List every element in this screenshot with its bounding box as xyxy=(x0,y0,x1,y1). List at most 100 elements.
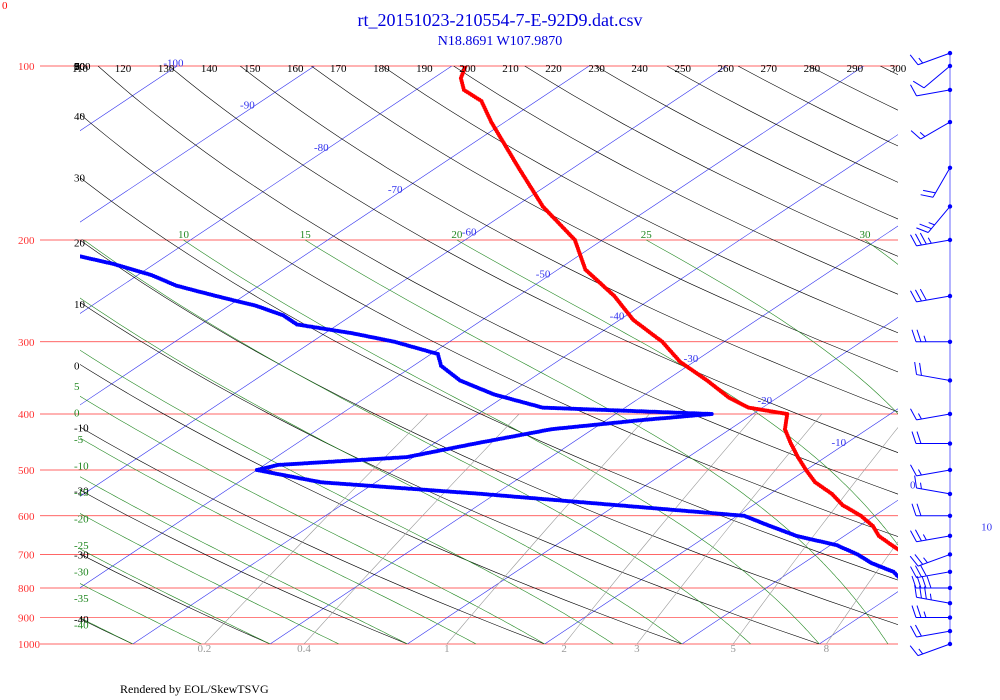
wind-barb-feather xyxy=(910,408,917,421)
temperature-point xyxy=(448,60,452,64)
isotherm-line xyxy=(132,134,898,644)
wind-barb xyxy=(920,165,953,198)
wind-barb-staff xyxy=(916,413,951,421)
wind-barb xyxy=(909,641,953,657)
wind-barb-staff xyxy=(916,630,951,638)
wind-barb-feather xyxy=(909,645,919,656)
temperature-point xyxy=(957,590,961,594)
moist-adiabat-line xyxy=(80,513,339,644)
wind-barb-feather xyxy=(919,232,927,245)
wind-barb-feather xyxy=(919,223,932,230)
temperature-point xyxy=(981,606,985,610)
dewpoint-point xyxy=(942,605,946,609)
isotherm-line xyxy=(80,66,864,589)
temperature-point xyxy=(944,583,948,587)
wind-barb-feather xyxy=(910,566,917,578)
moist-adiabat-line xyxy=(305,239,889,644)
moist-adiabat-line xyxy=(80,548,271,644)
wind-barb-feather xyxy=(914,361,918,375)
dewpoint-point xyxy=(973,623,977,627)
dry-adiabat-left-label: 10 xyxy=(74,299,86,311)
dry-adiabat-left-label: 70 xyxy=(74,61,86,73)
dewpoint-point xyxy=(929,592,933,596)
dewpoint-point xyxy=(958,614,962,618)
dry-adiabat-left-label: -30 xyxy=(74,549,89,561)
temperature-point xyxy=(459,66,463,67)
dewpoint-point xyxy=(43,247,47,251)
mixing-ratio-line xyxy=(826,541,898,644)
wind-barb-staff xyxy=(916,89,951,97)
wind-barb-feather xyxy=(921,575,927,589)
dewpoint-point xyxy=(932,596,936,600)
sounding-profiles xyxy=(43,54,994,631)
temperature-point xyxy=(973,600,977,604)
wind-barb xyxy=(910,564,953,579)
dry-adiabat-line xyxy=(240,66,898,413)
temperature-point xyxy=(940,581,944,585)
temperature-point xyxy=(967,595,971,599)
wind-barb-feather xyxy=(914,584,918,598)
temperature-point xyxy=(899,549,903,553)
dry-adiabat-line xyxy=(80,239,898,625)
moist-adiabat-left-label: 0 xyxy=(74,408,80,420)
wind-barb-feather xyxy=(910,130,921,140)
temperature-point xyxy=(435,57,439,61)
dry-adiabat-line xyxy=(168,66,898,453)
wind-barb xyxy=(909,552,953,567)
dry-adiabat-top-label: 300 xyxy=(890,63,907,75)
wind-barb-half-feather xyxy=(917,413,922,420)
wind-barb-staff xyxy=(927,206,951,233)
wind-barb-staff xyxy=(917,553,951,567)
moist-adiabat-line xyxy=(80,395,545,644)
wind-barb-feather xyxy=(919,288,927,301)
dry-adiabat-left-label: 50 xyxy=(74,61,86,73)
moist-adiabat-label: 10 xyxy=(178,229,190,241)
dry-adiabat-left-label: 0 xyxy=(74,361,80,373)
dewpoint-point xyxy=(981,625,985,629)
wind-barb-feather xyxy=(916,605,922,618)
dewpoint-point xyxy=(906,580,910,584)
isotherm-label: 0 xyxy=(910,479,916,491)
moist-adiabat-left-label: -30 xyxy=(74,567,89,579)
wind-barb-feather xyxy=(910,290,917,303)
isotherm-line xyxy=(269,225,898,644)
wind-barb-feather xyxy=(919,564,927,577)
temperature-point xyxy=(989,610,993,614)
temperature-point xyxy=(450,61,454,65)
moist-adiabat-left-label: -15 xyxy=(74,487,89,499)
dewpoint-point xyxy=(80,254,82,258)
dry-adiabat-line xyxy=(311,66,898,373)
dewpoint-point xyxy=(990,627,994,631)
temperature-point xyxy=(426,54,430,58)
dewpoint-point xyxy=(910,582,914,586)
dry-adiabat-top-label: 280 xyxy=(804,63,821,75)
dewpoint-point xyxy=(955,612,959,616)
isotherm-line xyxy=(80,66,315,223)
wind-barb-feather xyxy=(914,624,922,637)
wind-barb-staff xyxy=(916,374,951,381)
wind-barb-feather xyxy=(923,189,936,194)
moist-adiabat-line xyxy=(80,297,683,644)
mixing-ratio-line xyxy=(303,413,520,644)
dry-adiabat-left-label: -40 xyxy=(74,614,89,626)
dewpoint-point xyxy=(986,626,990,630)
temperature-point xyxy=(963,593,967,597)
dewpoint-point xyxy=(45,247,49,251)
temperature-point xyxy=(905,554,909,558)
dry-adiabat-top-label: 200 xyxy=(459,63,476,75)
mixing-ratio-label: 5 xyxy=(730,643,736,655)
dewpoint-point xyxy=(950,609,954,613)
temperature-point xyxy=(979,604,983,608)
moist-adiabat-left-label: -20 xyxy=(74,514,89,526)
temperature-point xyxy=(959,591,963,595)
isotherm-line xyxy=(819,591,898,644)
dry-adiabat-line xyxy=(808,66,898,111)
dry-adiabat-top-label: 230 xyxy=(588,63,605,75)
dry-adiabat-line xyxy=(80,177,898,581)
temperature-point xyxy=(965,594,969,598)
dry-adiabat-top-label: 240 xyxy=(631,63,648,75)
isotherm-label: -80 xyxy=(314,142,329,154)
dry-adiabat-line xyxy=(80,113,898,537)
mixing-ratio-line xyxy=(204,413,429,644)
wind-barbs xyxy=(909,50,953,657)
